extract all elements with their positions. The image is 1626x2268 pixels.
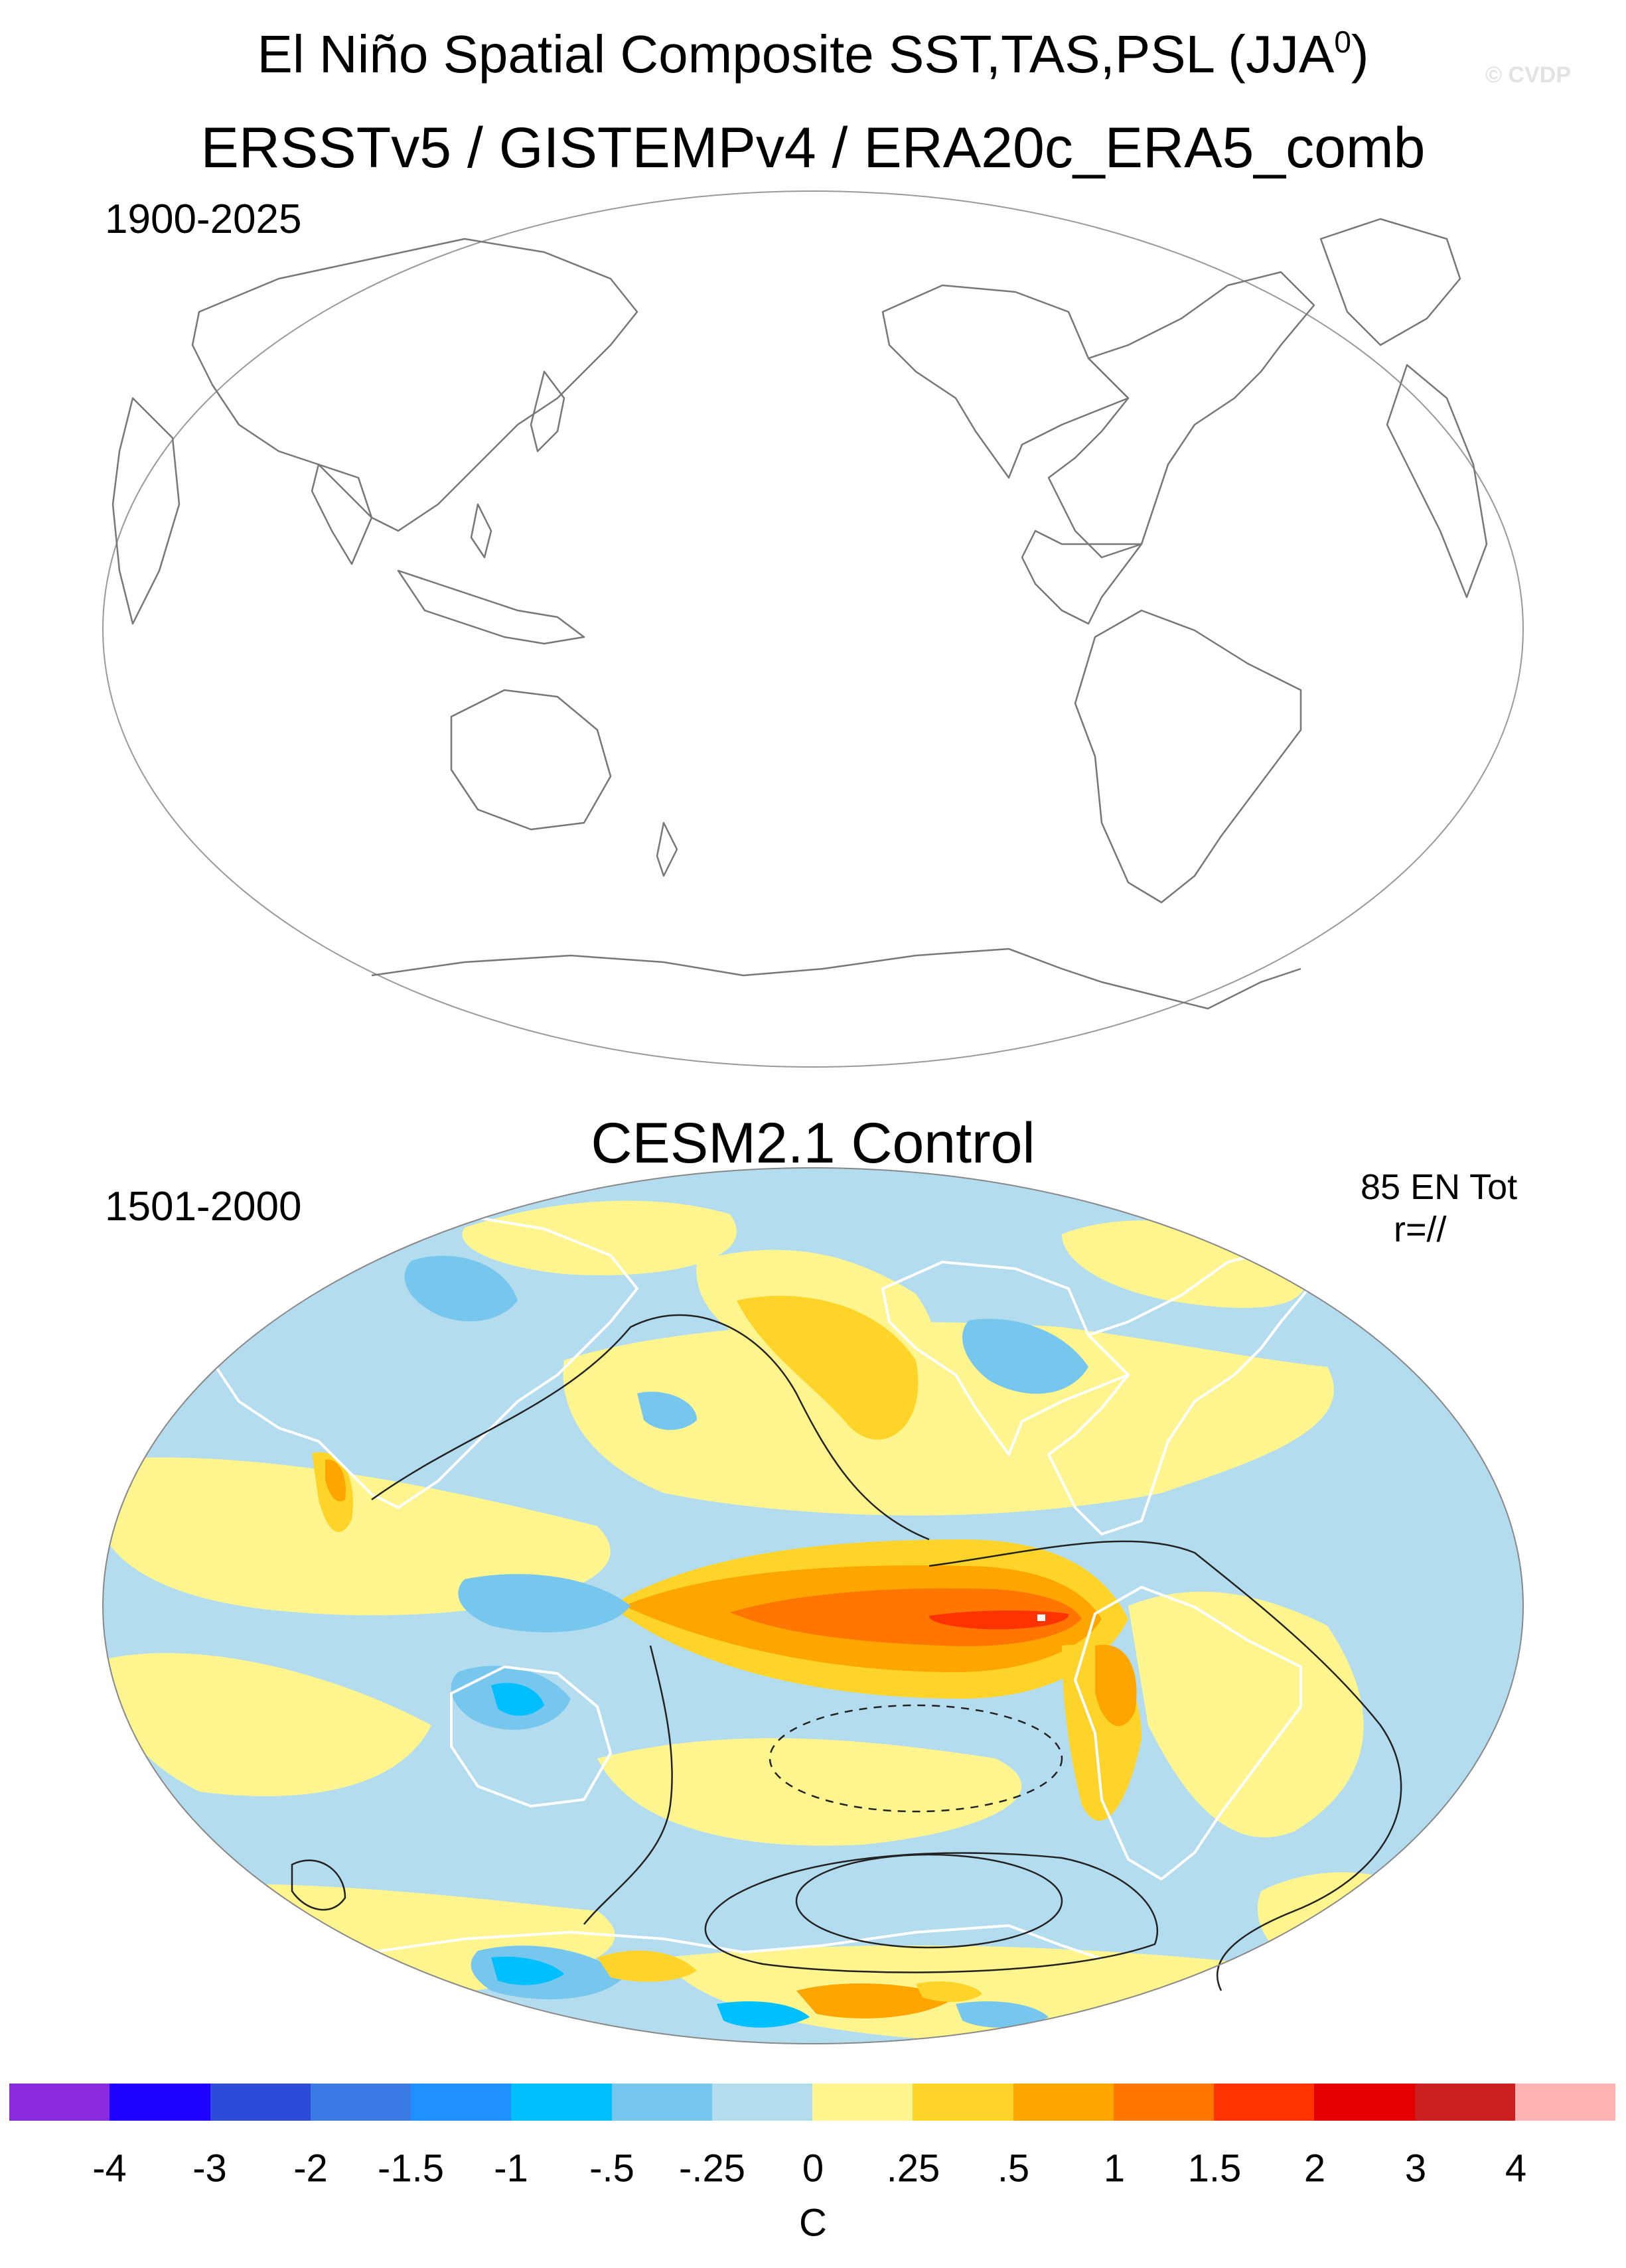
colorbar-box: [1214, 2084, 1315, 2121]
colorbar-tick: -.5: [589, 2147, 634, 2190]
obs-coastlines: [111, 218, 1488, 1010]
colorbar-box: [812, 2084, 913, 2121]
psl-contour-negative: [769, 1704, 1063, 1813]
colorbar-tick: -2: [293, 2147, 328, 2190]
colorbar-box: [310, 2084, 411, 2121]
colorbar-box: [210, 2084, 311, 2121]
correlation-label: r=//: [1394, 1210, 1447, 1249]
psl-contour-positive: [795, 1853, 1063, 1949]
colorbar-tick: 1.5: [1187, 2147, 1242, 2190]
model-map: [102, 1167, 1524, 2044]
colorbar: [9, 2084, 1615, 2121]
colorbar-tick: 1: [1103, 2147, 1126, 2190]
colorbar-box: [711, 2084, 812, 2121]
colorbar-box: [1113, 2084, 1214, 2121]
colorbar-tick: 0: [802, 2147, 824, 2190]
colorbar-box: [1414, 2084, 1515, 2121]
obs-period-label: 1900-2025: [105, 196, 302, 242]
colorbar-box: [110, 2084, 210, 2121]
psl-contours: [291, 1314, 1402, 1991]
colorbar-tick: -1: [494, 2147, 528, 2190]
colorbar-tick: 4: [1505, 2147, 1527, 2190]
colorbar-box: [1515, 2084, 1615, 2121]
colorbar-unit-label: C: [799, 2201, 827, 2245]
colorbar-tick: -4: [92, 2147, 127, 2190]
colorbar-box: [9, 2084, 110, 2121]
obs-map: [102, 190, 1524, 1068]
copyright-label: © CVDP: [1485, 62, 1571, 88]
colorbar-box: [1314, 2084, 1415, 2121]
colorbar-tick: .5: [997, 2147, 1030, 2190]
colorbar-tick: .25: [886, 2147, 940, 2190]
colorbar-box: [913, 2084, 1013, 2121]
colorbar-box: [611, 2084, 712, 2121]
obs-panel-title: ERSSTv5 / GISTEMPv4 / ERA20c_ERA5_comb: [200, 116, 1426, 180]
colorbar-tick: 2: [1303, 2147, 1326, 2190]
colorbar-tick: -3: [192, 2147, 227, 2190]
model-panel-title: CESM2.1 Control: [591, 1111, 1035, 1175]
colorbar-tick: -1.5: [378, 2147, 444, 2190]
model-map-border: [102, 1167, 1524, 2044]
figure-title: El Niño Spatial Composite SST,TAS,PSL (J…: [257, 25, 1369, 84]
event-count-label: 85 EN Tot: [1361, 1167, 1518, 1207]
colorbar-tick: -.25: [679, 2147, 745, 2190]
colorbar-box: [511, 2084, 612, 2121]
colorbar-tick: 3: [1404, 2147, 1427, 2190]
obs-map-border: [102, 190, 1524, 1068]
colorbar-box: [1013, 2084, 1114, 2121]
colorbar-box: [411, 2084, 512, 2121]
model-period-label: 1501-2000: [105, 1184, 302, 1230]
